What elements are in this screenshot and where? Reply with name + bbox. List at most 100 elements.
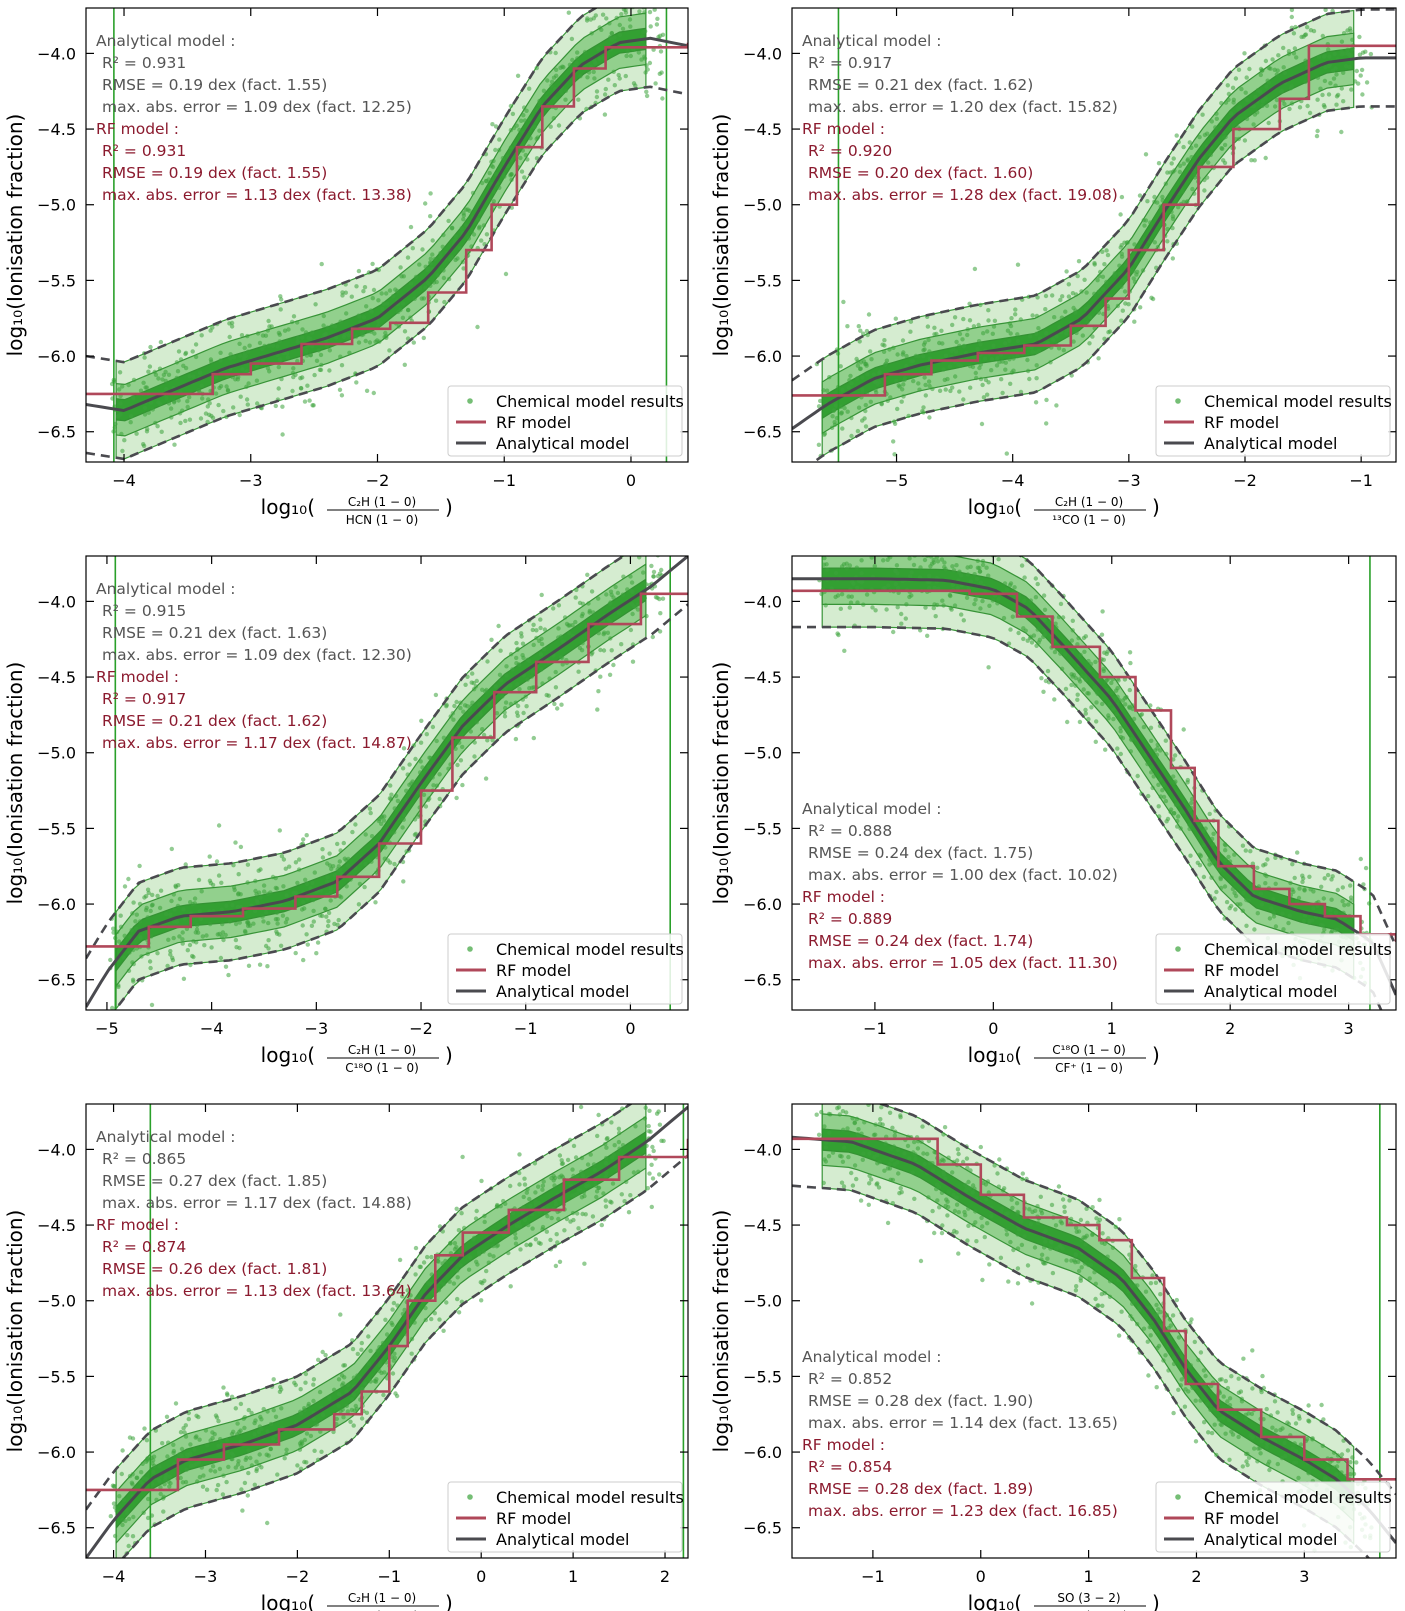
scatter-point bbox=[536, 1184, 541, 1189]
scatter-point bbox=[279, 376, 284, 382]
scatter-point bbox=[622, 1199, 627, 1204]
scatter-point bbox=[975, 532, 979, 536]
scatter-point bbox=[858, 1198, 864, 1203]
scatter-point bbox=[366, 1334, 371, 1339]
scatter-point bbox=[481, 732, 487, 738]
legend-rf-label: RF model bbox=[1204, 961, 1279, 980]
scatter-point bbox=[489, 159, 494, 164]
x-tick-label: −2 bbox=[1233, 471, 1257, 490]
scatter-point bbox=[494, 1244, 499, 1249]
scatter-point bbox=[366, 1361, 371, 1366]
scatter-point bbox=[1116, 1333, 1122, 1338]
scatter-point bbox=[991, 324, 997, 329]
scatter-point bbox=[1346, 902, 1351, 907]
scatter-point bbox=[376, 298, 381, 303]
scatter-point bbox=[954, 563, 959, 568]
scatter-point bbox=[274, 910, 280, 915]
scatter-point bbox=[372, 331, 377, 336]
scatter-point bbox=[380, 306, 385, 312]
scatter-point bbox=[1270, 57, 1275, 62]
scatter-point bbox=[1043, 307, 1048, 312]
scatter-point bbox=[300, 375, 305, 380]
stats-line: R² = 0.865 bbox=[102, 1150, 186, 1168]
scatter-point bbox=[348, 1419, 353, 1425]
scatter-point bbox=[1038, 1194, 1044, 1200]
scatter-point bbox=[657, 629, 663, 634]
scatter-point bbox=[944, 1197, 949, 1202]
scatter-point bbox=[1072, 1258, 1077, 1263]
scatter-point bbox=[504, 673, 509, 678]
scatter-point bbox=[274, 1433, 279, 1438]
scatter-point bbox=[165, 963, 170, 969]
scatter-point bbox=[125, 1511, 130, 1516]
scatter-point bbox=[978, 580, 984, 585]
scatter-point bbox=[284, 893, 289, 898]
scatter-point bbox=[1025, 638, 1030, 643]
scatter-point bbox=[1138, 305, 1143, 310]
scatter-point bbox=[200, 934, 205, 939]
scatter-point bbox=[371, 287, 377, 293]
scatter-point bbox=[1073, 1288, 1079, 1293]
scatter-point bbox=[331, 1429, 336, 1435]
scatter-point bbox=[1025, 1263, 1031, 1268]
scatter-point bbox=[1169, 209, 1174, 215]
scatter-point bbox=[863, 424, 869, 429]
scatter-point bbox=[1104, 279, 1109, 285]
scatter-point bbox=[644, 93, 650, 99]
x-axis-denominator: HCS⁺ (2 − 1) bbox=[1050, 1609, 1127, 1611]
scatter-point bbox=[979, 421, 985, 427]
scatter-point bbox=[357, 314, 362, 319]
scatter-point bbox=[1197, 852, 1202, 857]
scatter-point bbox=[651, 1148, 656, 1154]
scatter-point bbox=[1142, 223, 1147, 228]
stats-line: max. abs. error = 1.20 dex (fact. 15.82) bbox=[808, 98, 1118, 116]
scatter-point bbox=[1174, 133, 1179, 138]
scatter-point bbox=[861, 359, 867, 364]
scatter-point bbox=[1189, 805, 1194, 810]
scatter-point bbox=[818, 398, 823, 404]
scatter-point bbox=[1357, 34, 1362, 40]
scatter-point bbox=[441, 735, 447, 740]
scatter-point bbox=[967, 318, 973, 323]
scatter-point bbox=[395, 798, 401, 804]
scatter-point bbox=[420, 247, 425, 252]
scatter-point bbox=[934, 1182, 940, 1187]
scatter-point bbox=[194, 1434, 199, 1439]
scatter-point bbox=[442, 299, 447, 305]
scatter-point bbox=[1122, 278, 1128, 283]
scatter-point bbox=[129, 1480, 135, 1486]
scatter-point bbox=[570, 1210, 576, 1216]
scatter-point bbox=[181, 976, 187, 981]
scatter-point bbox=[642, 595, 647, 601]
scatter-point bbox=[138, 934, 143, 940]
scatter-point bbox=[265, 964, 270, 969]
scatter-point bbox=[383, 845, 388, 850]
scatter-point bbox=[862, 416, 867, 421]
scatter-point bbox=[346, 333, 351, 338]
plot-area bbox=[792, 8, 1396, 462]
stats-line: Analytical model : bbox=[96, 32, 235, 50]
scatter-point bbox=[961, 618, 966, 623]
scatter-point bbox=[1030, 313, 1035, 318]
stats-line: R² = 0.931 bbox=[102, 142, 186, 160]
scatter-point bbox=[1218, 867, 1223, 872]
scatter-point bbox=[425, 280, 431, 286]
scatter-point bbox=[157, 1464, 162, 1469]
legend-analytical-label: Analytical model bbox=[496, 982, 629, 1001]
scatter-point bbox=[959, 612, 964, 617]
scatter-point bbox=[1272, 104, 1278, 109]
scatter-point bbox=[1170, 216, 1176, 221]
scatter-point bbox=[490, 122, 495, 127]
y-tick-label: −4.0 bbox=[743, 592, 782, 611]
scatter-point bbox=[115, 929, 120, 934]
scatter-point bbox=[531, 642, 536, 648]
scatter-point bbox=[875, 1153, 880, 1158]
stats-line: max. abs. error = 1.17 dex (fact. 14.87) bbox=[102, 734, 412, 752]
scatter-point bbox=[402, 1307, 407, 1313]
scatter-point bbox=[144, 385, 149, 390]
scatter-point bbox=[609, 1200, 614, 1205]
scatter-point bbox=[1304, 1437, 1310, 1442]
scatter-point bbox=[1251, 104, 1256, 109]
scatter-point bbox=[501, 1219, 506, 1224]
scatter-point bbox=[578, 1104, 584, 1110]
